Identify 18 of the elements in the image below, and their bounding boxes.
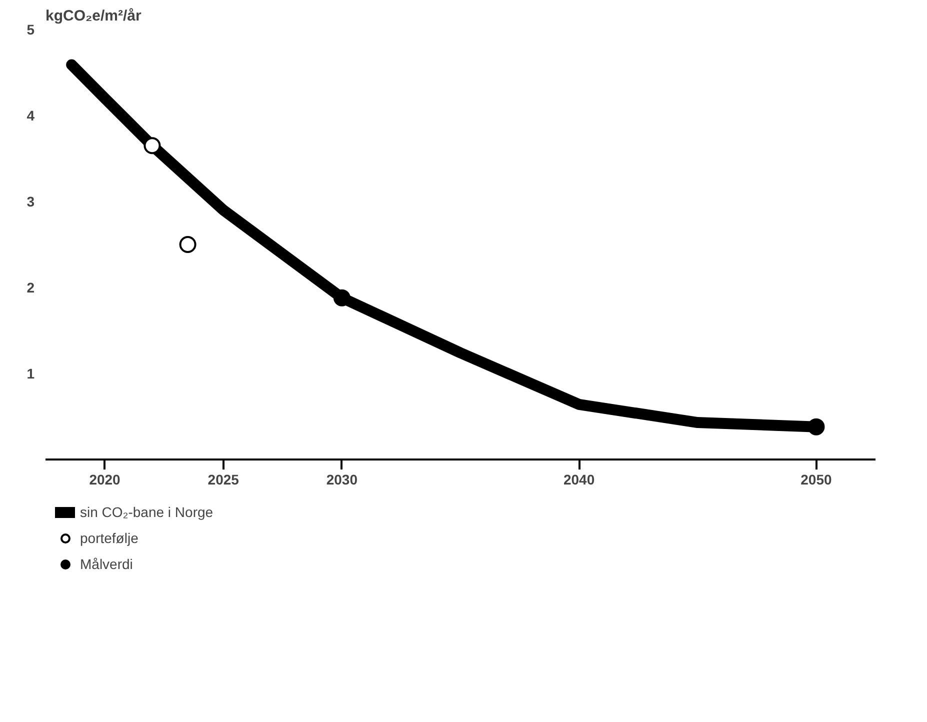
y-tick-label: 1 <box>26 366 35 382</box>
point <box>144 137 161 154</box>
legend-label: portefølje <box>80 530 138 546</box>
y-tick-label: 2 <box>26 280 35 296</box>
y-tick-label: 5 <box>26 22 35 38</box>
x-tick-label: 2050 <box>800 472 832 488</box>
x-tick-label: 2020 <box>89 472 121 488</box>
x-tick-label: 2025 <box>208 472 240 488</box>
y-tick-label: 3 <box>26 194 35 210</box>
legend-label: sin CO₂-bane i Norge <box>80 504 214 520</box>
y-axis-title: kgCO₂e/m²/år <box>46 8 142 24</box>
x-tick-label: 2040 <box>564 472 595 488</box>
legend-label: Målverdi <box>80 556 133 572</box>
point <box>179 236 196 253</box>
point <box>808 418 825 436</box>
point <box>333 289 350 306</box>
y-tick-label: 4 <box>26 108 35 124</box>
x-tick-label: 2030 <box>326 472 358 488</box>
